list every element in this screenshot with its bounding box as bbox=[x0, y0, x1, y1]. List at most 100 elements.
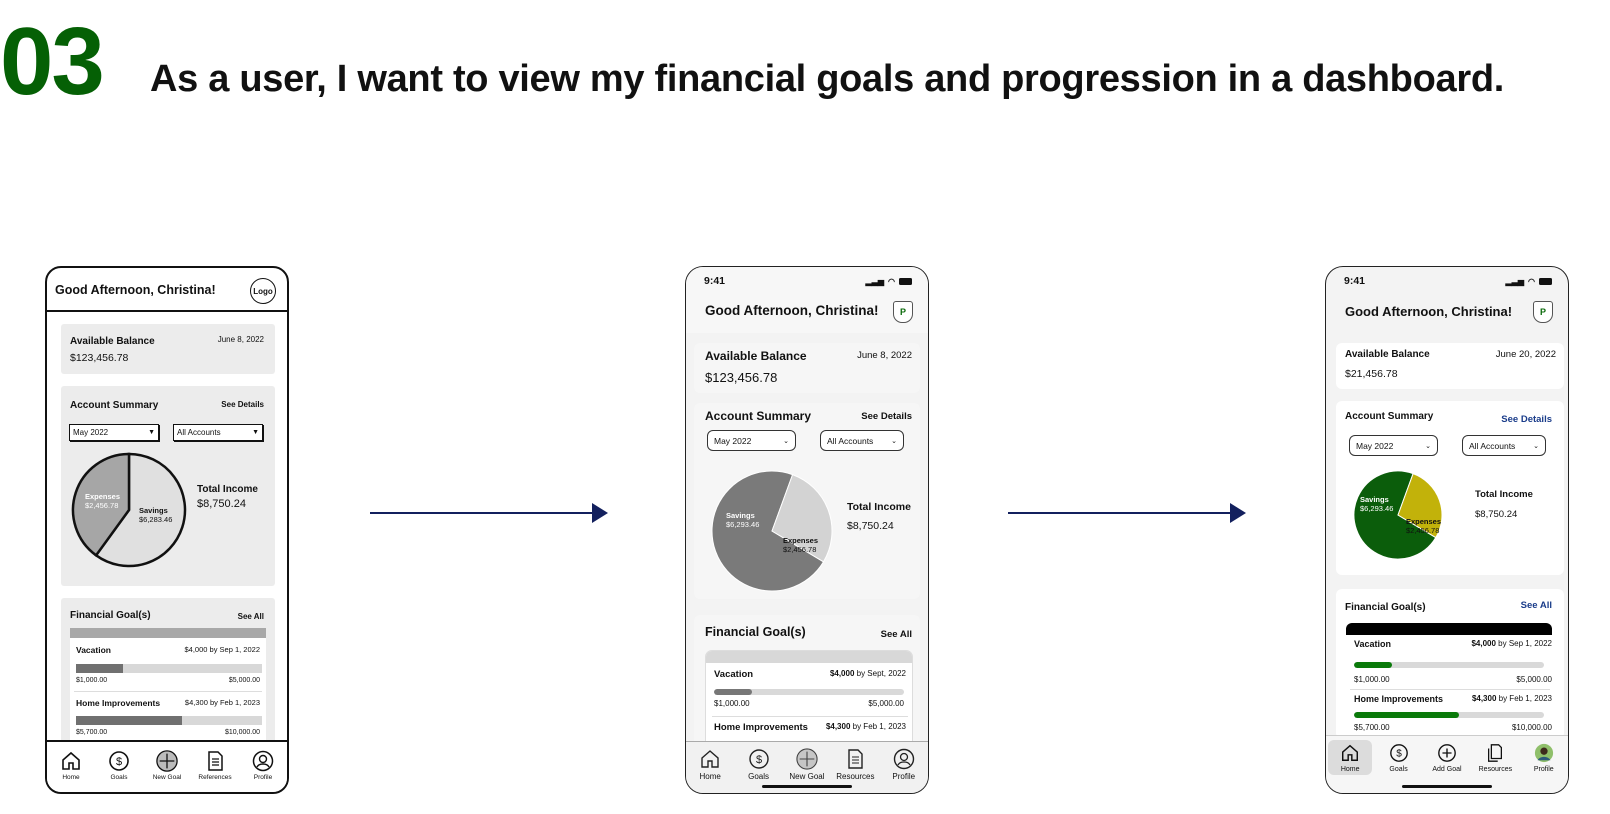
balance-card[interactable]: Available Balance June 8, 2022 $123,456.… bbox=[61, 324, 275, 374]
tab-label: Resources bbox=[1478, 766, 1513, 773]
pie-label-savings: Savings $6,293.46 bbox=[1360, 495, 1394, 513]
accounts-value: All Accounts bbox=[177, 428, 221, 437]
tab-new-goal[interactable]: New Goal bbox=[145, 750, 189, 781]
status-bar: 9:41 ▂▃▅ ◠ bbox=[1344, 273, 1552, 289]
home-indicator[interactable] bbox=[762, 785, 852, 788]
goal-target: $4,000 by Sept, 2022 bbox=[829, 669, 906, 678]
summary-pie-chart bbox=[71, 452, 187, 568]
income-value: $8,750.24 bbox=[1475, 509, 1518, 520]
month-dropdown[interactable]: May 2022 ▼ bbox=[69, 424, 159, 441]
goal-target: $4,300 by Feb 1, 2023 bbox=[1471, 694, 1552, 703]
status-time: 9:41 bbox=[704, 275, 726, 287]
document-icon bbox=[204, 750, 226, 772]
balance-date: June 20, 2022 bbox=[1495, 349, 1556, 360]
document-icon bbox=[844, 748, 866, 770]
svg-text:$: $ bbox=[116, 756, 122, 768]
accounts-value: All Accounts bbox=[827, 435, 874, 446]
tab-home[interactable]: Home bbox=[688, 748, 732, 781]
pie-slice-expenses bbox=[771, 473, 833, 563]
phone-midfi-wireframe: 9:41 ▂▃▅ ◠ Good Afternoon, Christina! P A… bbox=[685, 266, 929, 794]
tab-label: Profile bbox=[892, 772, 916, 781]
accounts-dropdown[interactable]: All Accounts ▼ bbox=[173, 424, 263, 441]
goal-target: $4,300 by Feb 1, 2023 bbox=[184, 698, 260, 707]
home-indicator[interactable] bbox=[1402, 785, 1492, 788]
balance-date: June 8, 2022 bbox=[857, 350, 912, 361]
svg-text:$: $ bbox=[1396, 749, 1402, 760]
step-number: 03 bbox=[0, 8, 105, 115]
goal-target: $4,000 by Sep 1, 2022 bbox=[1471, 639, 1552, 648]
chevron-down-icon: ⌄ bbox=[783, 437, 789, 445]
home-icon bbox=[699, 748, 721, 770]
top-bar bbox=[47, 268, 287, 312]
documents-icon bbox=[1484, 742, 1506, 764]
tab-goals[interactable]: $ Goals bbox=[97, 750, 141, 781]
see-all-link[interactable]: See All bbox=[880, 629, 912, 640]
goals-list: Vacation $4,000 by Sep 1, 2022 $1,000.00… bbox=[70, 638, 266, 748]
tab-label: New Goal bbox=[789, 772, 825, 781]
logo-icon[interactable]: Logo bbox=[250, 278, 276, 304]
row-divider bbox=[712, 716, 908, 717]
brand-text: P bbox=[1539, 307, 1546, 317]
brand-shield-icon[interactable]: P bbox=[893, 301, 913, 323]
month-value: May 2022 bbox=[714, 435, 752, 446]
tab-resources[interactable]: Resources bbox=[1473, 740, 1517, 773]
see-all-link[interactable]: See All bbox=[237, 612, 264, 621]
tab-add-goal[interactable]: Add Goal bbox=[1425, 740, 1469, 773]
goal-row-vacation[interactable]: Vacation $4,000 by Sep 1, 2022 $1,000.00… bbox=[70, 638, 266, 690]
tab-profile[interactable]: Profile bbox=[241, 750, 285, 781]
goal-name: Vacation bbox=[1354, 639, 1392, 649]
tab-profile[interactable]: Profile bbox=[882, 748, 926, 781]
goal-row-vacation[interactable]: Vacation $4,000 by Sep 1, 2022 $1,000.00… bbox=[1346, 635, 1552, 689]
pie-label-expenses: Expenses $2,456.78 bbox=[85, 492, 121, 510]
balance-card[interactable]: Available Balance June 8, 2022 $123,456.… bbox=[694, 343, 920, 393]
tab-goals[interactable]: $ Goals bbox=[737, 748, 781, 781]
tab-references[interactable]: References bbox=[193, 750, 237, 781]
goal-row-home-improvements[interactable]: Home Improvements $4,300 by Feb 1, 2023 … bbox=[70, 691, 266, 748]
tab-label: Home bbox=[699, 772, 721, 781]
accounts-dropdown[interactable]: All Accounts ⌄ bbox=[1462, 435, 1546, 456]
tab-home[interactable]: Home bbox=[1328, 740, 1373, 775]
see-details-link[interactable]: See Details bbox=[221, 400, 264, 409]
goal-row-home-improvements[interactable]: Home Improvements $4,300 by Feb 1, 2023 bbox=[706, 717, 912, 754]
goal-name: Vacation bbox=[76, 645, 111, 655]
goal-progress-bar bbox=[76, 716, 262, 725]
tab-resources[interactable]: Resources bbox=[833, 748, 877, 781]
month-dropdown[interactable]: May 2022 ⌄ bbox=[707, 430, 796, 451]
see-details-link[interactable]: See Details bbox=[861, 411, 912, 422]
chevron-down-icon: ⌄ bbox=[891, 437, 897, 445]
status-bar: 9:41 ▂▃▅ ◠ bbox=[704, 273, 912, 289]
goals-header-bar bbox=[706, 651, 912, 663]
goal-name: Home Improvements bbox=[714, 722, 808, 733]
goals-header-bar bbox=[1346, 623, 1552, 635]
accounts-dropdown[interactable]: All Accounts ⌄ bbox=[820, 430, 904, 451]
signal-icon: ▂▃▅ bbox=[1505, 276, 1525, 286]
pie-slice-savings bbox=[711, 470, 825, 592]
tab-home[interactable]: Home bbox=[49, 750, 93, 781]
see-details-link[interactable]: See Details bbox=[1501, 414, 1552, 425]
wifi-icon: ◠ bbox=[888, 276, 895, 286]
goal-name: Home Improvements bbox=[76, 698, 161, 708]
income-label: Total Income bbox=[1475, 489, 1533, 500]
plus-circle-icon bbox=[156, 750, 178, 772]
goal-target: $4,300 by Feb 1, 2023 bbox=[825, 722, 906, 731]
balance-value: $123,456.78 bbox=[705, 370, 778, 385]
status-time: 9:41 bbox=[1344, 275, 1366, 287]
greeting: Good Afternoon, Christina! bbox=[55, 283, 216, 297]
balance-card[interactable]: Available Balance June 20, 2022 $21,456.… bbox=[1336, 343, 1564, 389]
summary-title: Account Summary bbox=[70, 400, 159, 411]
flow-arrow-1 bbox=[370, 503, 608, 523]
tab-label: Home bbox=[1340, 766, 1360, 773]
battery-icon bbox=[1539, 277, 1552, 285]
wifi-icon: ◠ bbox=[1528, 276, 1535, 286]
tab-goals[interactable]: $ Goals bbox=[1377, 740, 1421, 773]
tab-profile[interactable]: Profile bbox=[1522, 740, 1566, 773]
see-all-link[interactable]: See All bbox=[1520, 600, 1552, 611]
brand-shield-icon[interactable]: P bbox=[1533, 301, 1553, 323]
goal-row-vacation[interactable]: Vacation $4,000 by Sept, 2022 $1,000.00 … bbox=[706, 663, 912, 715]
month-dropdown[interactable]: May 2022 ⌄ bbox=[1349, 435, 1438, 456]
dollar-icon: $ bbox=[108, 750, 130, 772]
caret-down-icon: ▼ bbox=[252, 429, 259, 436]
dollar-icon: $ bbox=[748, 748, 770, 770]
tab-new-goal[interactable]: New Goal bbox=[785, 748, 829, 781]
goal-row-home-improvements[interactable]: Home Improvements $4,300 by Feb 1, 2023 … bbox=[1346, 690, 1552, 739]
